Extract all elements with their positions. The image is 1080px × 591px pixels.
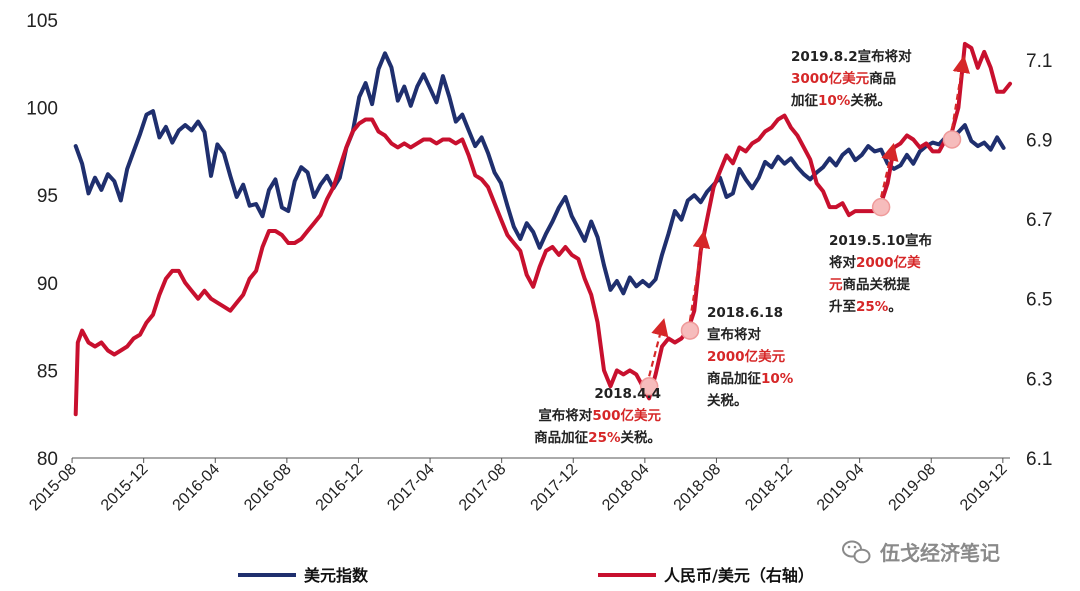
markers-group [639,55,971,396]
annotation-line: 商品加征25%关税。 [534,429,661,446]
annotation-line: 商品加征10% [707,370,794,387]
event-marker [680,321,700,340]
y-left-tick-label: 80 [37,449,58,470]
annotation-text: 商品关税提 [843,276,911,293]
annotation-line: 2018.4.4 [594,386,661,402]
watermark: 伍戈经济笔记 [842,540,1000,565]
legend: 美元指数 人民币/美元（右轴） [238,566,814,585]
x-tick-label: 2018-08 [671,461,725,515]
annotation-text: 2018.6.18 [707,305,783,321]
annotation-text: 加征 [790,92,819,109]
annotation-text: 宣布将对 [707,326,761,343]
cny-usd-line [73,41,1012,417]
annotation-text: 将对 [829,254,857,271]
y-right-tick-label: 7.1 [1026,51,1052,72]
y-left-tick-label: 105 [26,11,58,32]
x-tick-label: 2017-08 [456,461,510,515]
x-tick-label: 2017-12 [528,461,582,515]
y-left-tick-label: 100 [26,99,58,120]
annotation-text: 2018.4.4 [594,386,661,402]
annotation-line: 2000亿美元 [707,348,786,365]
event-arrow [688,230,711,321]
annotation-highlight: 25% [588,430,621,446]
annotation-line: 加征10%关税。 [790,92,891,109]
annotation-text: 商品加征 [707,370,761,387]
event-arrow [880,142,899,198]
annotation-text: 宣布将对 [538,407,592,424]
legend-label: 人民币/美元（右轴） [664,566,814,585]
annotation-line: 3000亿美元商品 [791,70,896,87]
annotation-line: 元商品关税提 [829,276,910,293]
annotation-text: 2019.8.2宣布将对 [791,48,912,65]
series-group [73,41,1012,417]
x-tick-label: 2018-04 [599,461,653,515]
annotation-text: 。 [888,299,902,315]
annotation-highlight: 3000亿美元 [791,70,870,87]
event-arrow [648,318,669,377]
x-tick-label: 2018-12 [742,461,796,515]
annotation-text: 商品加征 [534,429,588,446]
annotation-highlight: 元 [829,277,843,293]
x-tick-label: 2019-12 [957,461,1011,515]
event-marker [639,377,659,396]
annotation-highlight: 10% [818,93,851,109]
annotation-line: 2018.6.18 [707,305,783,321]
wechat-icon [842,540,871,564]
y-right-tick-label: 6.3 [1026,369,1052,390]
y-right-tick-label: 6.1 [1026,449,1052,470]
annotation-highlight: 500亿美元 [592,407,661,424]
x-tick-label: 2015-12 [98,461,152,515]
usd-index-line [73,51,1006,296]
annotation-line: 升至25%。 [829,298,902,315]
y-left-tick-label: 90 [37,274,58,295]
y-right-tick-label: 6.5 [1026,290,1052,311]
annotation-text: 关税。 [707,392,748,409]
annotation-text: 关税。 [850,92,891,109]
annotation-line: 2019.8.2宣布将对 [791,48,912,65]
x-tick-label: 2016-08 [241,461,295,515]
annotation-text: 关税。 [621,429,662,446]
annotation-highlight: 10% [761,371,794,387]
x-tick-label: 2017-04 [384,461,438,515]
event-arrow [950,55,971,130]
annotations-group: 2018.4.4宣布将对500亿美元商品加征25%关税。2018.6.18宣布将… [534,48,932,446]
event-marker [942,130,962,149]
event-marker [871,197,891,217]
watermark-text: 伍戈经济笔记 [879,541,1000,565]
annotation-line: 宣布将对500亿美元 [538,407,661,424]
annotation-highlight: 2000亿美 [856,254,921,271]
annotation-text: 2019.5.10宣布 [829,232,932,249]
annotation-line: 2019.5.10宣布 [829,232,932,249]
annotation-highlight: 2000亿美元 [707,348,786,365]
legend-label: 美元指数 [304,566,369,585]
annotation-line: 将对2000亿美 [829,254,921,271]
y-left-tick-label: 85 [37,361,58,382]
x-tick-label: 2016-12 [313,461,367,515]
annotation-text: 升至 [829,298,857,315]
annotation-text: 商品 [869,70,896,87]
annotation-highlight: 25% [856,299,889,315]
y-right-tick-label: 6.7 [1026,210,1052,231]
x-tick-label: 2016-04 [170,461,224,515]
annotation-line: 关税。 [707,392,748,409]
y-left-tick-label: 95 [37,186,58,207]
annotation-line: 宣布将对 [707,326,761,343]
y-right-tick-label: 6.9 [1026,130,1052,151]
x-tick-label: 2019-04 [814,461,868,515]
x-tick-label: 2019-08 [886,461,940,515]
